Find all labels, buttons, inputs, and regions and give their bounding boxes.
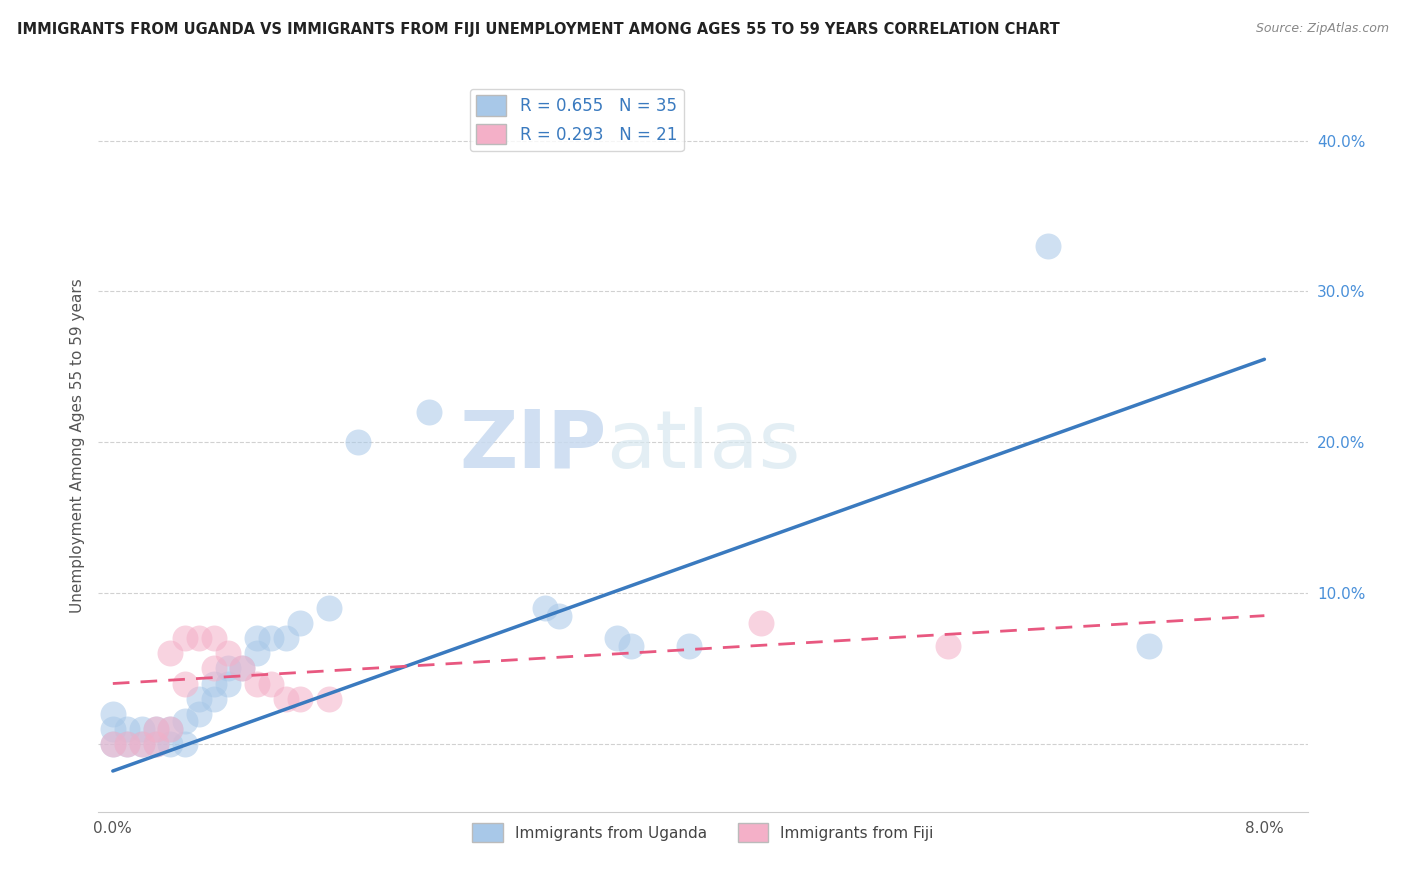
Point (288, 691, 311, 706)
Point (606, 632, 628, 646)
Point (678, 639, 700, 653)
Point (936, 639, 959, 653)
Point (101, 706, 124, 721)
Point (159, 646, 181, 660)
Point (318, 691, 340, 706)
Point (145, 722, 167, 736)
Point (202, 676, 225, 690)
Point (115, 722, 138, 736)
Point (131, 737, 153, 751)
Point (145, 737, 167, 751)
Point (418, 405, 440, 419)
Point (217, 646, 239, 660)
Point (188, 632, 211, 646)
Point (260, 676, 283, 690)
Point (749, 616, 772, 631)
Text: IMMIGRANTS FROM UGANDA VS IMMIGRANTS FROM FIJI UNEMPLOYMENT AMONG AGES 55 TO 59 : IMMIGRANTS FROM UGANDA VS IMMIGRANTS FRO… (17, 22, 1060, 37)
Point (346, 435, 368, 450)
Point (188, 691, 211, 706)
Point (620, 639, 643, 653)
Point (288, 616, 311, 631)
Point (115, 737, 138, 751)
Text: Source: ZipAtlas.com: Source: ZipAtlas.com (1256, 22, 1389, 36)
Point (145, 737, 167, 751)
Point (217, 661, 239, 675)
Point (131, 737, 153, 751)
Point (173, 676, 195, 690)
Point (246, 676, 269, 690)
Point (231, 661, 253, 675)
Point (260, 632, 283, 646)
Point (115, 737, 138, 751)
Point (159, 737, 181, 751)
Point (131, 722, 153, 736)
Point (159, 722, 181, 736)
Point (246, 632, 269, 646)
Point (145, 722, 167, 736)
Point (173, 632, 195, 646)
Point (274, 691, 297, 706)
Point (188, 706, 211, 721)
Point (202, 632, 225, 646)
Point (1137, 639, 1160, 653)
Point (101, 722, 124, 736)
Point (533, 601, 555, 615)
Point (217, 676, 239, 690)
Point (1038, 239, 1060, 253)
Point (274, 632, 297, 646)
Point (231, 661, 253, 675)
Point (202, 661, 225, 675)
Text: atlas: atlas (606, 407, 800, 485)
Point (202, 691, 225, 706)
Point (101, 737, 124, 751)
Point (548, 608, 571, 623)
Point (246, 646, 269, 660)
Legend: Immigrants from Uganda, Immigrants from Fiji: Immigrants from Uganda, Immigrants from … (465, 817, 941, 848)
Y-axis label: Unemployment Among Ages 55 to 59 years: Unemployment Among Ages 55 to 59 years (69, 278, 84, 614)
Point (159, 722, 181, 736)
Text: ZIP: ZIP (458, 407, 606, 485)
Point (173, 714, 195, 729)
Point (101, 737, 124, 751)
Point (173, 737, 195, 751)
Point (318, 601, 340, 615)
